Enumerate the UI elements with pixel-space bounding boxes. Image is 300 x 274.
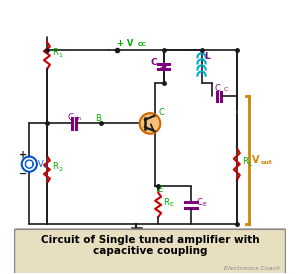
- Text: Electronics Coach: Electronics Coach: [224, 266, 280, 271]
- Text: + V: + V: [118, 39, 134, 48]
- Text: s: s: [44, 164, 47, 169]
- Text: out: out: [260, 160, 272, 165]
- Text: L: L: [205, 53, 210, 61]
- Text: V: V: [252, 155, 259, 165]
- Text: CC: CC: [138, 42, 147, 47]
- Circle shape: [140, 113, 160, 134]
- Text: L: L: [248, 162, 252, 167]
- Text: C: C: [151, 58, 158, 67]
- Text: R: R: [242, 157, 247, 166]
- Text: R: R: [52, 48, 58, 58]
- Text: 2: 2: [58, 167, 62, 172]
- Text: R: R: [52, 162, 58, 171]
- Text: C: C: [197, 198, 203, 207]
- Text: R: R: [163, 198, 169, 207]
- Text: +: +: [19, 150, 27, 160]
- Text: B: B: [95, 113, 101, 122]
- Text: E: E: [158, 185, 163, 193]
- Text: C: C: [158, 108, 164, 117]
- Text: C: C: [224, 87, 228, 92]
- Text: −: −: [19, 169, 27, 179]
- Text: E: E: [202, 202, 206, 207]
- Text: E: E: [169, 202, 173, 207]
- Text: V: V: [38, 160, 44, 169]
- Text: C: C: [215, 84, 221, 93]
- Text: 1: 1: [58, 53, 62, 58]
- FancyBboxPatch shape: [14, 229, 286, 274]
- Text: C: C: [67, 113, 73, 122]
- Text: Circuit of Single tuned amplifier with
capacitive coupling: Circuit of Single tuned amplifier with c…: [41, 235, 259, 256]
- Text: in: in: [77, 116, 82, 121]
